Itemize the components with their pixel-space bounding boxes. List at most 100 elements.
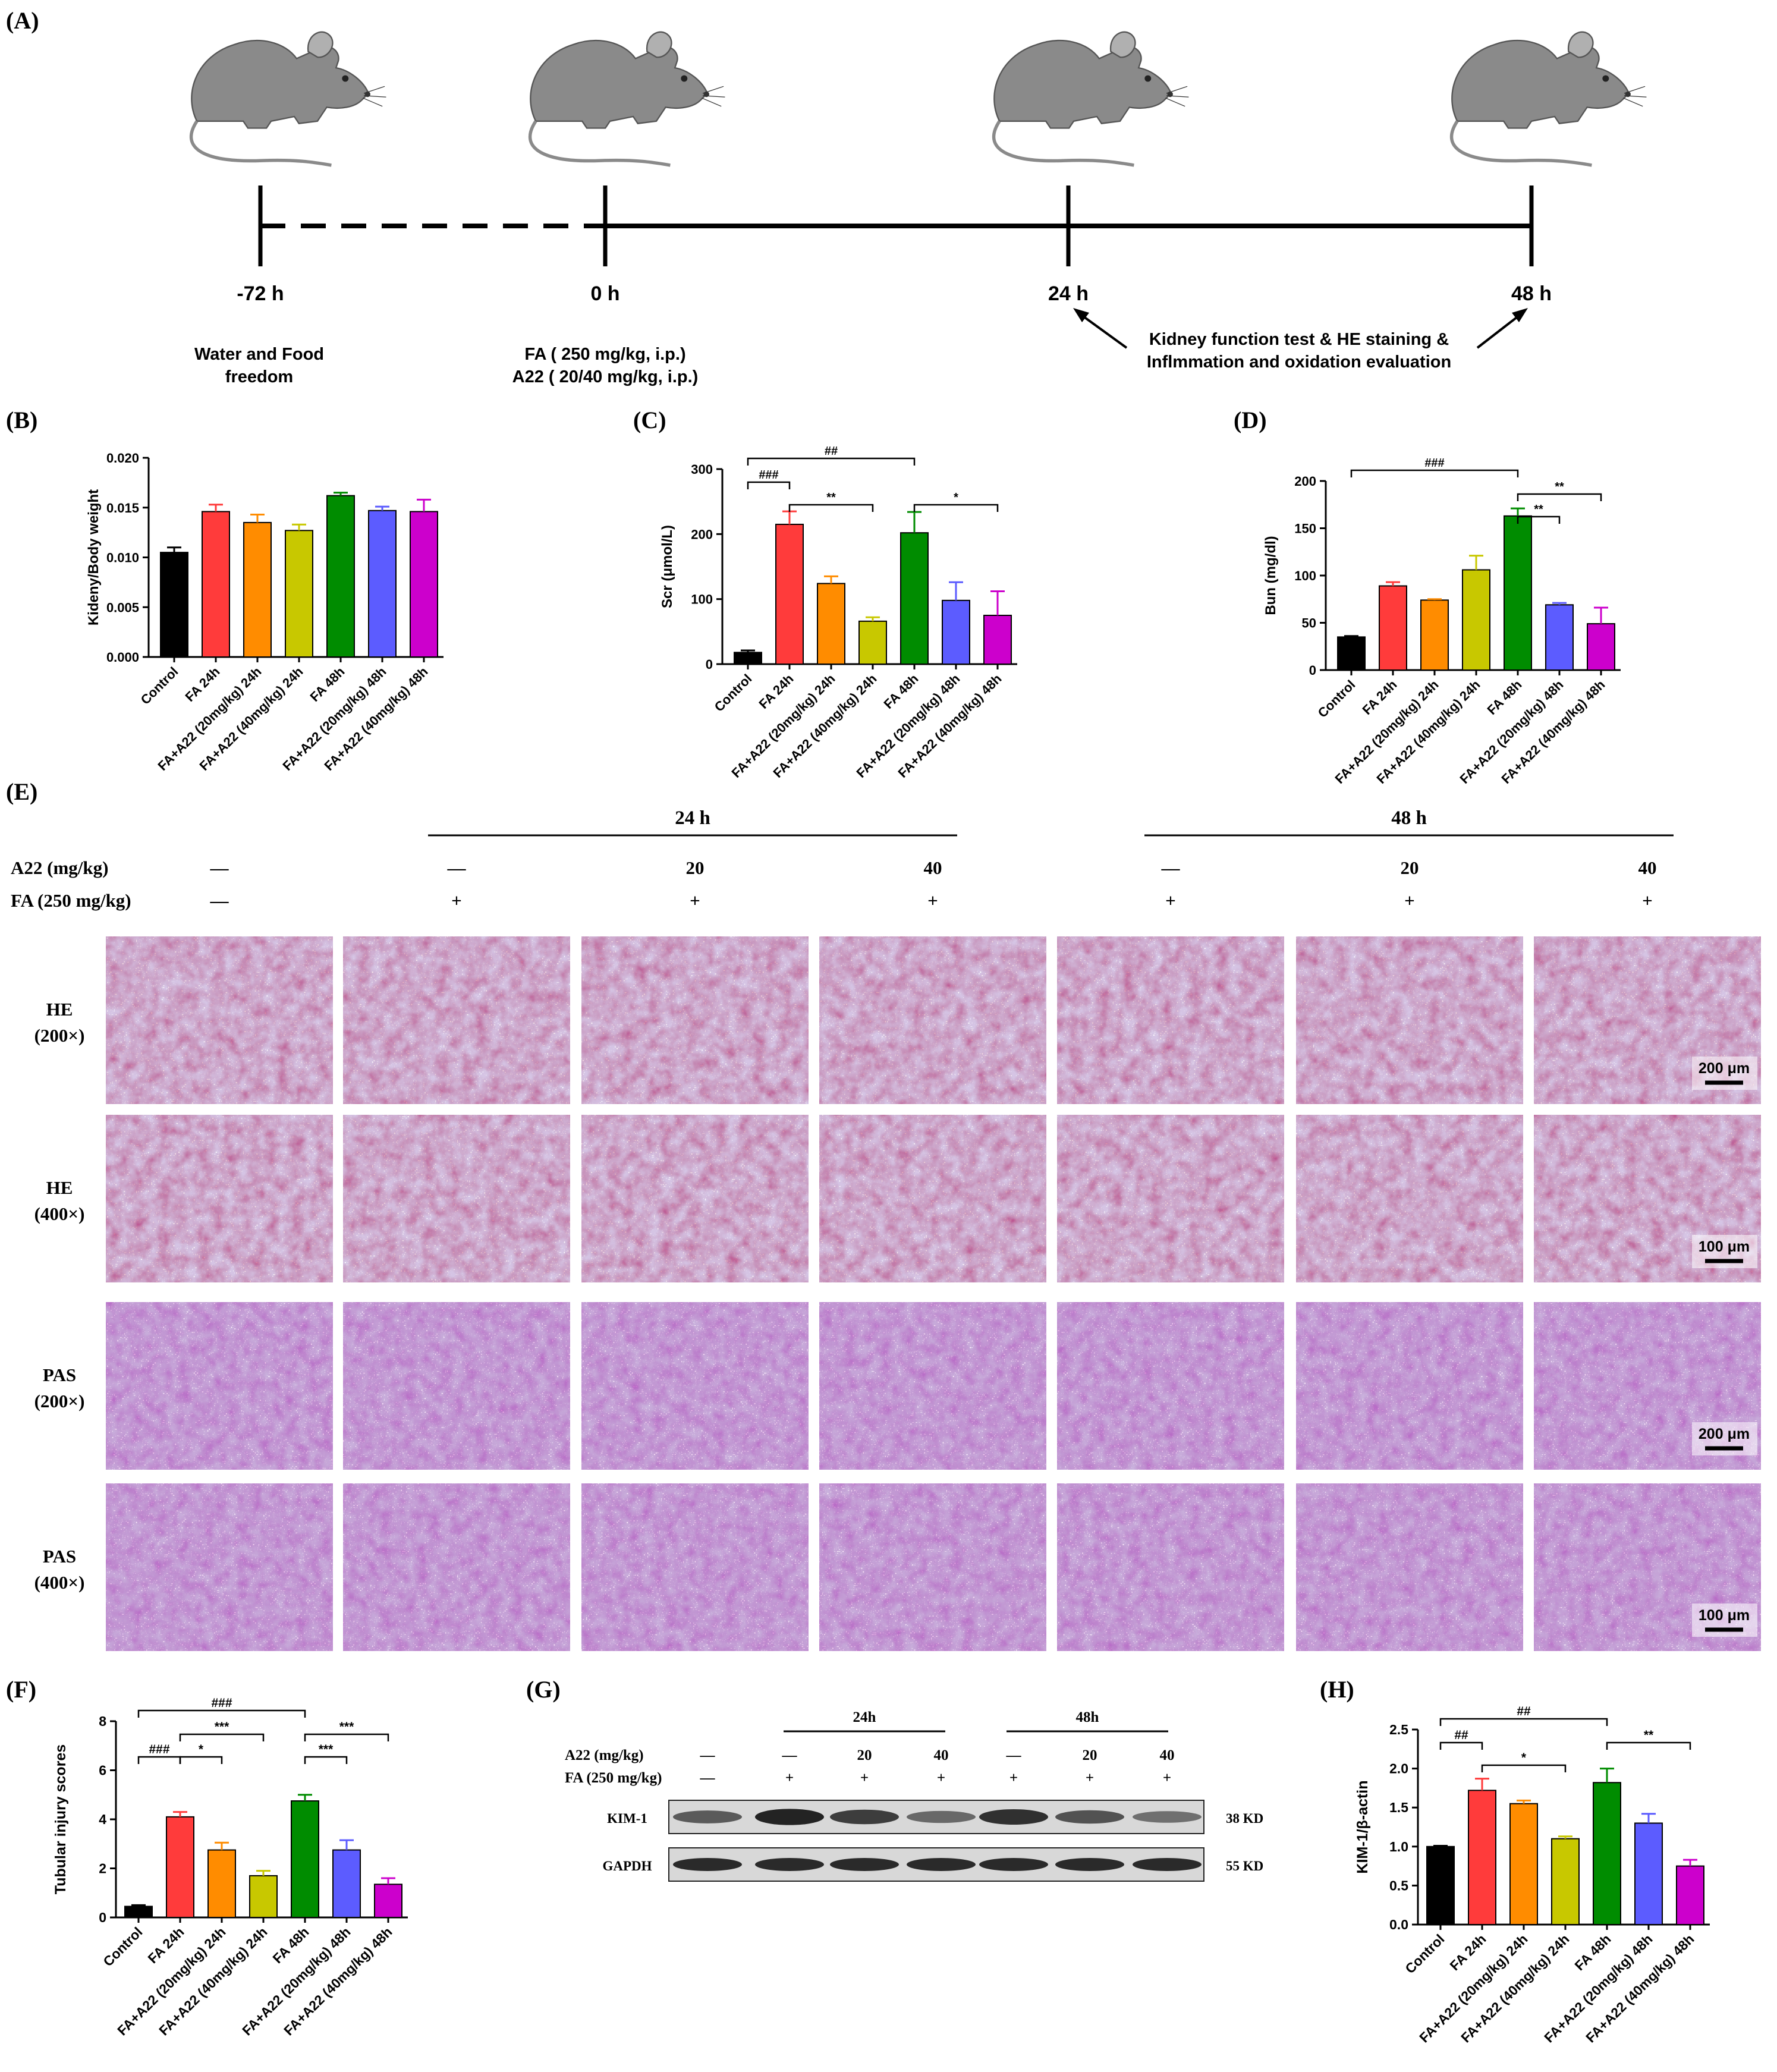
significance-label: *** xyxy=(339,1720,354,1734)
y-tick-label: 50 xyxy=(1302,616,1316,631)
significance-bracket xyxy=(788,504,874,512)
histo-row-stain: HE xyxy=(46,999,73,1020)
histology-image xyxy=(343,936,570,1104)
arrow-to-24h xyxy=(1078,312,1128,349)
histo-row-mag: (400×) xyxy=(34,1203,85,1224)
blot-size-label: 55 KD xyxy=(1226,1859,1263,1873)
blot-a22-dose-6: 40 xyxy=(1160,1747,1175,1763)
bar-3 xyxy=(858,620,887,665)
tissue-nuclei xyxy=(819,936,1046,1104)
y-tick-label: 200 xyxy=(691,527,713,542)
y-tick-label: 2.5 xyxy=(1389,1722,1408,1737)
panel-label-F: (F) xyxy=(6,1676,36,1703)
x-tick-label: FA 48h xyxy=(1571,1931,1614,1973)
bar-3 xyxy=(1551,1838,1580,1925)
significance-label: ### xyxy=(759,469,778,482)
y-tick-label: 6 xyxy=(99,1763,106,1778)
blot-a22-dose-1: — xyxy=(782,1747,798,1763)
histology-image xyxy=(343,1483,570,1651)
blot-size-label: 38 KD xyxy=(1226,1811,1263,1826)
tissue-nuclei xyxy=(106,1483,333,1651)
blot-band xyxy=(673,1810,742,1823)
group-label-24h: 24 h xyxy=(675,807,710,829)
blot-band xyxy=(907,1810,976,1823)
histology-image xyxy=(581,1302,809,1470)
blot-band xyxy=(830,1809,899,1825)
bar-3 xyxy=(249,1875,278,1918)
note-tests-line2: Inflmmation and oxidation evaluation xyxy=(1147,353,1451,372)
blot-band xyxy=(1133,1858,1202,1871)
significance-label: ### xyxy=(211,1696,232,1710)
bar-1 xyxy=(166,1816,194,1918)
histology-panel: 24 h 48 h A22 (mg/kg) FA (250 mg/kg) — — —… xyxy=(11,807,1761,1651)
y-axis-label: Scr (μmol/L) xyxy=(659,525,675,608)
y-tick-label: 100 xyxy=(691,592,713,607)
tissue-nuclei xyxy=(819,1302,1046,1470)
blot-a22-dose-4: — xyxy=(1006,1747,1022,1763)
bar-5 xyxy=(332,1849,361,1918)
significance-label: ### xyxy=(149,1743,169,1756)
blot-protein-label: KIM-1 xyxy=(607,1811,647,1826)
significance-bracket xyxy=(1439,1718,1608,1726)
histology-image xyxy=(819,936,1046,1104)
bar-3 xyxy=(1462,569,1490,671)
y-tick-label: 150 xyxy=(1294,521,1316,536)
significance-label: ** xyxy=(1534,503,1543,516)
significance-label: *** xyxy=(215,1720,229,1734)
bar-4 xyxy=(1504,515,1532,671)
significance-label: ## xyxy=(825,445,838,458)
bar-6 xyxy=(1676,1865,1704,1926)
bar-2 xyxy=(1509,1803,1538,1925)
bar-0 xyxy=(160,552,188,658)
x-tick-label: FA 48h xyxy=(307,664,347,705)
note-dose-line2: A22 ( 20/40 mg/kg, i.p.) xyxy=(512,367,699,386)
significance-bracket xyxy=(304,1733,389,1741)
mouse-illustration-4 xyxy=(1452,32,1647,165)
significance-bracket xyxy=(137,1709,306,1718)
y-tick-label: 2.0 xyxy=(1389,1761,1408,1777)
tissue-nuclei xyxy=(343,1115,570,1282)
blot-fa-dose-6: + xyxy=(1163,1770,1171,1786)
significance-label: ** xyxy=(1644,1728,1654,1742)
histology-image xyxy=(819,1115,1046,1282)
y-tick-label: 1.0 xyxy=(1389,1839,1408,1854)
significance-bracket xyxy=(179,1733,265,1741)
bar-6 xyxy=(374,1884,402,1918)
significance-bracket xyxy=(304,1756,348,1764)
blot-row-fa: FA (250 mg/kg) xyxy=(565,1770,662,1786)
significance-bracket xyxy=(1517,493,1602,501)
row-label-a22: A22 (mg/kg) xyxy=(11,857,108,878)
blot-fa-dose-2: + xyxy=(860,1770,869,1786)
tissue-nuclei xyxy=(343,936,570,1104)
x-tick-label: FA 24h xyxy=(1359,677,1399,718)
blot-fa-dose-3: + xyxy=(937,1770,945,1786)
y-tick-label: 0.010 xyxy=(106,551,139,565)
bar-4 xyxy=(291,1800,319,1918)
a22-dose-6: 40 xyxy=(1638,857,1657,878)
panel-label-B: (B) xyxy=(6,407,37,433)
blot-band xyxy=(979,1858,1048,1871)
significance-label: * xyxy=(954,491,958,504)
a22-dose-1: — xyxy=(447,857,467,878)
y-tick-label: 1.5 xyxy=(1389,1800,1408,1815)
histology-image xyxy=(1296,1302,1523,1470)
histology-image xyxy=(106,936,333,1104)
tissue-nuclei xyxy=(1057,936,1284,1104)
significance-label: ## xyxy=(1454,1728,1468,1742)
arrow-to-48h xyxy=(1476,312,1523,349)
y-tick-label: 0 xyxy=(706,657,713,672)
y-tick-label: 100 xyxy=(1294,568,1316,583)
blot-band xyxy=(1133,1811,1202,1823)
tissue-nuclei xyxy=(1296,1483,1523,1651)
bar-1 xyxy=(775,523,804,665)
blot-group-24h: 24h xyxy=(853,1709,876,1725)
note-water-line1: Water and Food xyxy=(194,345,324,364)
significance-bracket xyxy=(747,481,791,489)
histology-image xyxy=(581,936,809,1104)
tissue-nuclei xyxy=(106,1115,333,1282)
blot-band xyxy=(979,1809,1048,1825)
bar-5 xyxy=(942,599,970,665)
y-tick-label: 8 xyxy=(99,1713,106,1729)
